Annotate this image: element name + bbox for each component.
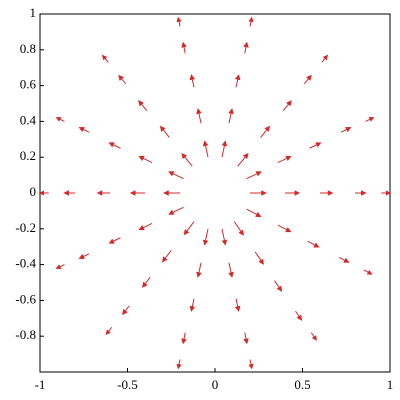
arrow <box>183 221 195 236</box>
y-tick-label: 0.6 <box>20 77 37 92</box>
y-tick-label: 0 <box>30 184 37 199</box>
arrow <box>254 251 264 265</box>
arrow <box>246 171 262 180</box>
arrow <box>108 142 121 149</box>
arrow <box>243 41 249 54</box>
arrow <box>196 108 202 124</box>
arrow <box>189 298 196 312</box>
arrow <box>277 224 292 233</box>
arrow <box>55 264 65 269</box>
arrow <box>310 332 317 341</box>
arrow <box>307 240 320 248</box>
arrow <box>96 190 110 196</box>
x-tick-label: 0 <box>212 377 219 392</box>
arrow <box>248 16 254 27</box>
arrow <box>122 305 130 316</box>
arrow <box>274 280 283 292</box>
arrow <box>105 326 113 336</box>
arrow <box>176 359 182 370</box>
arrow <box>181 152 193 167</box>
arrow <box>161 249 172 263</box>
arrow <box>129 190 145 196</box>
arrow <box>221 228 228 246</box>
arrow <box>221 140 228 158</box>
arrow <box>202 228 209 246</box>
x-tick-label: 0.5 <box>294 377 310 392</box>
arrow <box>295 310 303 321</box>
arrow <box>246 208 262 217</box>
arrow <box>303 74 312 85</box>
plot-frame <box>39 13 391 373</box>
arrow <box>202 140 209 158</box>
arrow <box>228 108 234 124</box>
arrow <box>138 100 148 111</box>
arrow <box>285 190 301 196</box>
arrow <box>320 190 334 196</box>
arrow <box>168 171 184 180</box>
arrow <box>163 190 180 196</box>
arrow <box>237 152 249 167</box>
arrow <box>234 298 241 312</box>
arrow <box>339 256 350 263</box>
arrow <box>138 155 153 164</box>
arrow <box>55 117 65 122</box>
arrow <box>282 100 292 111</box>
arrow <box>108 237 121 244</box>
arrow <box>101 54 109 63</box>
arrow <box>118 74 127 85</box>
arrow <box>138 222 153 231</box>
x-tick-label: -0.5 <box>117 377 138 392</box>
arrow <box>196 262 202 278</box>
arrow <box>309 142 322 149</box>
arrow <box>78 253 90 259</box>
arrow <box>228 262 234 278</box>
arrow <box>63 190 75 196</box>
arrow <box>250 190 267 196</box>
arrow <box>381 190 392 196</box>
y-tick-label: -0.2 <box>15 220 36 235</box>
x-tick-label: 1 <box>387 377 394 392</box>
y-tick-label: 0.2 <box>20 148 36 163</box>
arrow <box>176 16 182 27</box>
arrow <box>363 269 373 275</box>
arrow <box>142 276 151 288</box>
y-tick-label: 0.8 <box>20 41 36 56</box>
y-tick-label: -0.6 <box>15 291 36 306</box>
arrow <box>159 125 170 138</box>
arrow <box>277 155 292 164</box>
y-tick-label: -0.8 <box>15 327 36 342</box>
arrow <box>234 74 241 88</box>
arrow <box>233 221 244 236</box>
arrow <box>189 74 196 88</box>
y-tick-label: -0.4 <box>15 256 36 271</box>
y-tick-label: 1 <box>30 5 37 20</box>
arrow <box>260 125 271 138</box>
arrow <box>248 359 254 370</box>
arrow <box>181 41 187 54</box>
arrow <box>181 332 187 345</box>
y-tick-label: 0.4 <box>20 112 37 127</box>
arrow <box>340 127 352 133</box>
arrow <box>365 117 375 122</box>
arrow <box>168 206 184 215</box>
arrow <box>243 332 249 345</box>
x-tick-label: -1 <box>35 377 46 392</box>
arrow <box>355 190 367 196</box>
arrow <box>78 127 90 133</box>
arrow <box>38 190 49 196</box>
arrow <box>321 54 329 63</box>
